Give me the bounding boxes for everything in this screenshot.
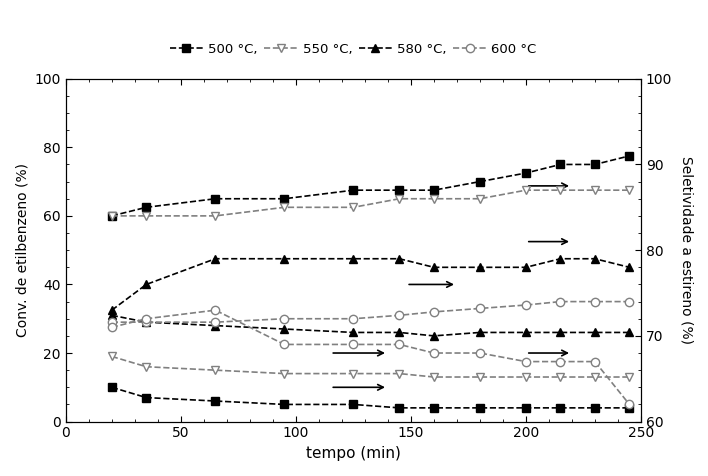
Legend: 500 °C,, 550 °C,, 580 °C,, 600 °C: 500 °C,, 550 °C,, 580 °C,, 600 °C xyxy=(165,37,542,61)
Y-axis label: Seletividade a estireno (%): Seletividade a estireno (%) xyxy=(679,156,693,344)
Y-axis label: Conv. de etilbenzeno (%): Conv. de etilbenzeno (%) xyxy=(15,163,29,337)
X-axis label: tempo (min): tempo (min) xyxy=(306,446,401,461)
